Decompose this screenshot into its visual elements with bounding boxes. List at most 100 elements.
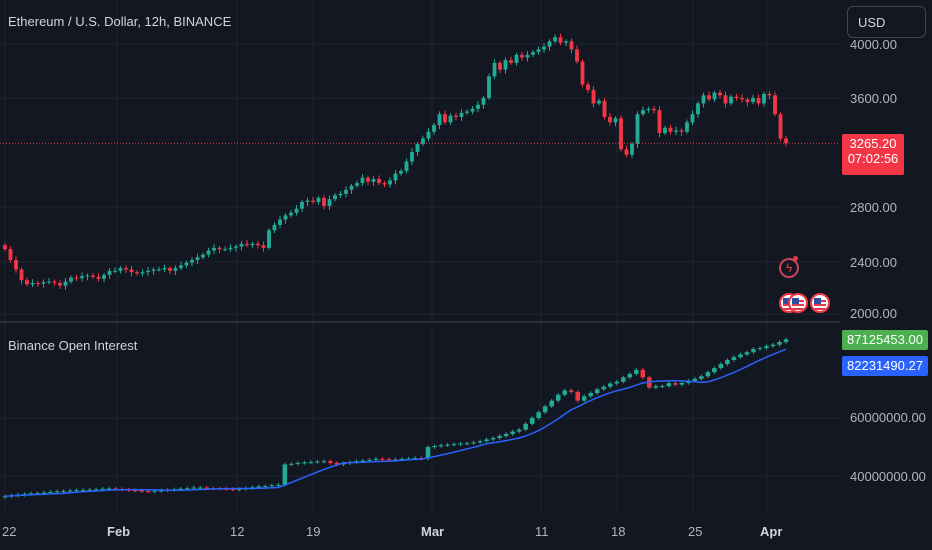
oi-candle	[158, 490, 164, 492]
oi-candle	[751, 348, 756, 353]
oi-candle	[497, 435, 502, 439]
oi-candle	[594, 389, 600, 394]
price-candle	[223, 249, 227, 251]
price-candle	[542, 46, 546, 50]
price-candle	[696, 103, 700, 115]
price-candle	[426, 131, 431, 139]
oi-candle	[718, 364, 724, 369]
price-candle	[190, 260, 194, 263]
time-axis-label: 25	[688, 524, 703, 539]
oi-candle	[516, 429, 522, 432]
oi-candle	[139, 490, 144, 492]
chart-canvas[interactable]	[0, 0, 840, 520]
price-candle	[740, 98, 744, 100]
oi-candle	[464, 443, 470, 445]
price-candle	[63, 281, 68, 286]
oi-candle	[640, 369, 646, 378]
oi-candle	[692, 378, 698, 381]
indicator-axis-label: 40000000.00	[850, 469, 926, 484]
price-candle	[52, 281, 57, 283]
oi-candle	[282, 464, 288, 485]
price-candle	[80, 276, 84, 279]
price-candle	[129, 269, 134, 273]
us-flag-icon[interactable]	[788, 293, 808, 313]
price-candle	[184, 262, 189, 266]
oi-candle	[341, 463, 346, 465]
price-candle	[619, 118, 623, 150]
oi-candle	[679, 382, 685, 385]
time-axis-label: 19	[306, 524, 321, 539]
price-candle	[734, 96, 739, 98]
oi-candle	[510, 431, 515, 434]
price-candle	[503, 60, 508, 70]
price-candle	[206, 250, 211, 255]
oi-candle	[315, 461, 320, 463]
oi-candle	[230, 489, 236, 491]
oi-candle	[373, 458, 379, 460]
oi-candle	[334, 462, 340, 465]
price-candle	[641, 110, 645, 115]
price-candle	[404, 161, 409, 171]
price-candle	[338, 193, 343, 196]
price-candle	[294, 208, 299, 213]
price-candle	[102, 274, 106, 279]
time-axis-label: 18	[611, 524, 626, 539]
oi-candle	[653, 386, 659, 388]
price-candle	[388, 180, 392, 185]
oi-candle	[581, 396, 587, 401]
lightning-event-icon[interactable]: ϟ	[779, 258, 799, 278]
time-axis-label: Apr	[760, 524, 783, 539]
price-candle	[96, 276, 101, 279]
oi-candle	[471, 442, 476, 444]
oi-candle	[757, 348, 763, 350]
price-candle	[168, 268, 172, 271]
price-candle	[668, 127, 673, 132]
price-candle	[525, 54, 530, 58]
price-candle	[569, 41, 574, 50]
oi-candle	[484, 439, 489, 442]
price-candle	[459, 112, 464, 117]
oi-candle	[360, 460, 366, 462]
oi-candle	[477, 441, 483, 443]
price-candle	[151, 269, 156, 271]
price-candle	[228, 247, 233, 250]
price-candle	[360, 177, 365, 184]
oi-candle	[738, 354, 743, 358]
oi-candle	[295, 462, 301, 464]
oi-moving-average-line	[4, 348, 787, 498]
oi-candle	[627, 373, 633, 378]
price-candle	[179, 265, 183, 269]
us-flag-icon[interactable]	[810, 293, 830, 313]
price-candle	[349, 185, 354, 190]
price-candle	[470, 108, 475, 112]
event-notification-dot	[793, 256, 798, 261]
oi-candle	[562, 390, 567, 395]
price-candle	[272, 224, 277, 231]
oi-candle	[458, 443, 463, 445]
price-candle	[41, 282, 46, 284]
currency-select-button[interactable]: USD	[847, 6, 926, 38]
oi-candle	[777, 342, 782, 345]
price-candle	[536, 49, 541, 53]
price-candle	[514, 54, 519, 63]
price-candle	[399, 170, 403, 174]
oi-candle	[308, 462, 314, 464]
price-candle	[437, 114, 442, 125]
oi-candle	[113, 488, 118, 490]
oi-candle	[549, 400, 554, 407]
price-candle	[487, 76, 491, 98]
price-candle	[327, 199, 332, 206]
price-candle	[14, 260, 18, 270]
price-candle	[333, 195, 337, 200]
oi-candle	[503, 433, 509, 436]
open-interest-ma-tag: 82231490.27	[842, 356, 928, 376]
price-candle	[47, 281, 51, 283]
oi-candle	[712, 368, 717, 373]
price-candle	[157, 269, 161, 271]
price-candle	[195, 257, 200, 260]
oi-candle	[536, 412, 541, 418]
price-candle	[74, 277, 79, 279]
oi-candle	[731, 357, 737, 360]
price-candle	[443, 114, 447, 123]
chart-area[interactable]	[0, 0, 840, 520]
